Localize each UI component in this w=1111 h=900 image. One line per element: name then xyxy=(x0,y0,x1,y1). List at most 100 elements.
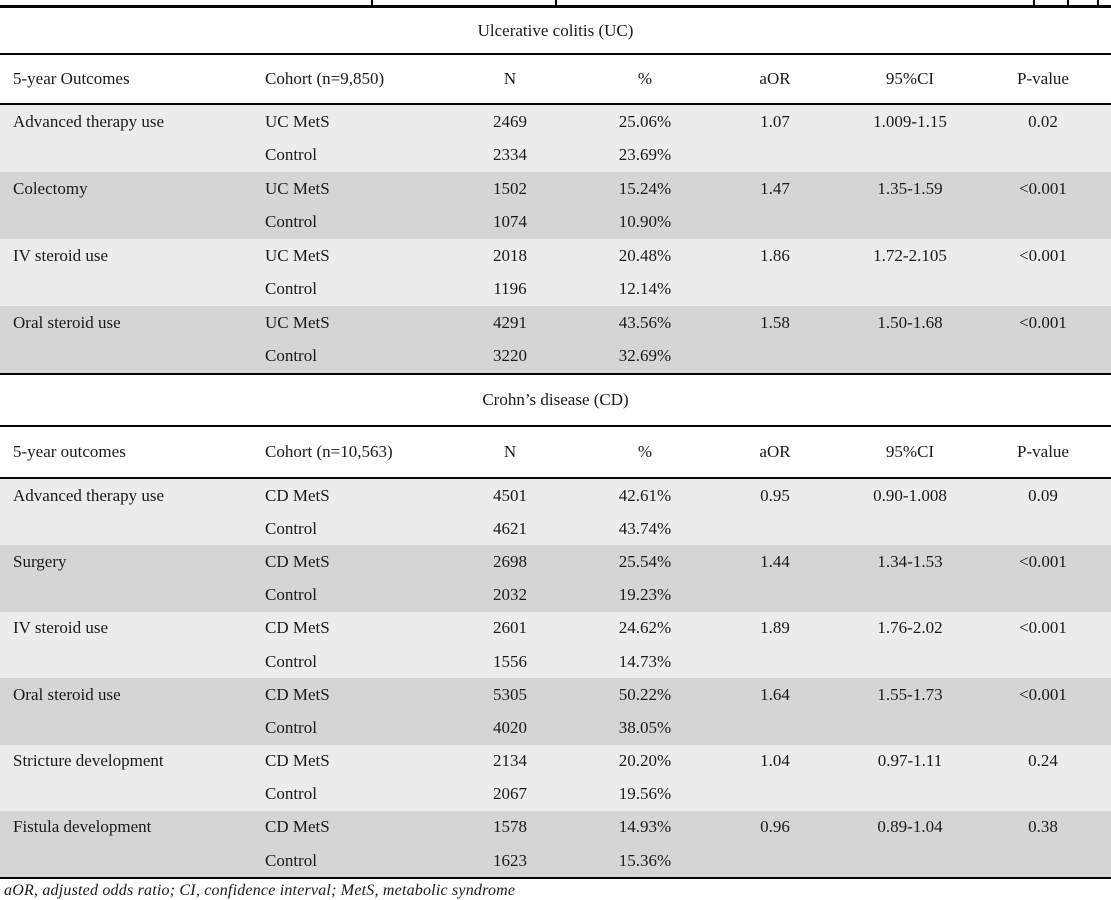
cohort-cell: Control xyxy=(250,205,435,239)
n-cell: 2018 xyxy=(435,239,585,273)
pvalue-cell xyxy=(975,138,1111,172)
column-header-row: 5-year outcomes Cohort (n=10,563) N% aOR 95%… xyxy=(0,426,1111,479)
ci-cell: 1.55-1.73 xyxy=(845,678,975,712)
cohort-cell: UC MetS xyxy=(250,172,435,206)
table-row: Control 2334 23.69% xyxy=(0,138,1111,172)
percent-cell: 32.69% xyxy=(585,339,705,375)
table-row: Control 3220 32.69% xyxy=(0,339,1111,375)
pvalue-cell xyxy=(975,512,1111,546)
cropped-text-remnant xyxy=(1067,0,1069,5)
n-cell: 1074 xyxy=(435,205,585,239)
pvalue-cell: 0.02 xyxy=(975,104,1111,139)
aor-cell: 0.95 xyxy=(705,478,845,513)
ci-cell: 1.50-1.68 xyxy=(845,306,975,340)
outcome-label xyxy=(0,512,250,546)
n-cell: 1196 xyxy=(435,272,585,306)
table-row: Control 4020 38.05% xyxy=(0,711,1111,745)
table-row: Fistula development CD MetS 1578 14.93% 0.96… xyxy=(0,810,1111,845)
cropped-text-remnant xyxy=(1033,0,1035,5)
n-cell: 1578 xyxy=(435,810,585,845)
outcome-label xyxy=(0,644,250,679)
cropped-caption-strip xyxy=(0,0,1111,8)
outcome-label xyxy=(0,844,250,880)
aor-cell xyxy=(705,138,845,172)
section-title: Ulcerative colitis (UC) xyxy=(0,8,1111,55)
percent-cell: 38.05% xyxy=(585,711,705,745)
percent-cell: 20.48% xyxy=(585,239,705,273)
section-uc: Ulcerative colitis (UC) 5-year Outcomes Co… xyxy=(0,8,1111,375)
pvalue-cell: <0.001 xyxy=(975,306,1111,340)
ci-cell: 1.76-2.02 xyxy=(845,611,975,645)
table-row: IV steroid use CD MetS 2601 24.62% 1.89 1.76-… xyxy=(0,611,1111,645)
pvalue-cell xyxy=(975,644,1111,679)
cohort-cell: CD MetS xyxy=(250,478,435,513)
section-cd: Crohn’s disease (CD) 5-year outcomes Cohor… xyxy=(0,373,1111,880)
column-header-0: 5-year Outcomes xyxy=(0,54,250,105)
pvalue-cell: <0.001 xyxy=(975,172,1111,206)
cohort-cell: Control xyxy=(250,711,435,745)
pvalue-cell: <0.001 xyxy=(975,545,1111,579)
aor-cell xyxy=(705,844,845,880)
column-header-row: 5-year Outcomes Cohort (n=9,850) N% aOR 95%C… xyxy=(0,54,1111,105)
column-header-4: aOR xyxy=(705,54,845,105)
ci-cell xyxy=(845,339,975,375)
outcome-label: Oral steroid use xyxy=(0,306,250,340)
outcome-label: Advanced therapy use xyxy=(0,478,250,513)
pvalue-cell xyxy=(975,339,1111,375)
percent-cell: 43.56% xyxy=(585,306,705,340)
table-row: Control 2067 19.56% xyxy=(0,777,1111,811)
outcome-label: Stricture development xyxy=(0,744,250,778)
table-row: Control 1196 12.14% xyxy=(0,272,1111,306)
n-cell: 2134 xyxy=(435,744,585,778)
table-row: Control 1074 10.90% xyxy=(0,205,1111,239)
section-title-row: Crohn’s disease (CD) xyxy=(0,373,1111,427)
column-header-4: aOR xyxy=(705,426,845,479)
aor-cell: 1.89 xyxy=(705,611,845,645)
cohort-cell: UC MetS xyxy=(250,104,435,139)
outcome-label xyxy=(0,777,250,811)
column-header-6: P-value xyxy=(975,54,1111,105)
table-row: Control 1556 14.73% xyxy=(0,644,1111,679)
column-header-5: 95%CI xyxy=(845,54,975,105)
percent-cell: 25.54% xyxy=(585,545,705,579)
aor-cell xyxy=(705,578,845,612)
table-row: Surgery CD MetS 2698 25.54% 1.44 1.34-1.53 <0.… xyxy=(0,545,1111,579)
n-cell: 4621 xyxy=(435,512,585,546)
outcome-label xyxy=(0,205,250,239)
pvalue-cell xyxy=(975,844,1111,880)
outcome-label xyxy=(0,339,250,375)
ci-cell xyxy=(845,777,975,811)
percent-cell: 12.14% xyxy=(585,272,705,306)
n-cell: 2698 xyxy=(435,545,585,579)
cohort-cell: CD MetS xyxy=(250,810,435,845)
outcome-label xyxy=(0,711,250,745)
percent-cell: 20.20% xyxy=(585,744,705,778)
pvalue-cell: <0.001 xyxy=(975,678,1111,712)
column-header-1: Cohort (n=9,850) xyxy=(250,54,435,105)
percent-cell: 14.73% xyxy=(585,644,705,679)
n-cell: 3220 xyxy=(435,339,585,375)
aor-cell: 1.04 xyxy=(705,744,845,778)
aor-cell: 1.47 xyxy=(705,172,845,206)
aor-cell: 1.07 xyxy=(705,104,845,139)
cohort-cell: Control xyxy=(250,138,435,172)
column-header-3: % xyxy=(585,426,705,479)
ci-cell xyxy=(845,138,975,172)
cohort-cell: CD MetS xyxy=(250,545,435,579)
percent-cell: 14.93% xyxy=(585,810,705,845)
cohort-cell: CD MetS xyxy=(250,744,435,778)
n-cell: 4020 xyxy=(435,711,585,745)
column-header-1: Cohort (n=10,563) xyxy=(250,426,435,479)
percent-cell: 15.36% xyxy=(585,844,705,880)
ci-cell xyxy=(845,711,975,745)
n-cell: 2469 xyxy=(435,104,585,139)
column-header-2: N xyxy=(435,54,585,105)
aor-cell xyxy=(705,272,845,306)
table-row: Stricture development CD MetS 2134 20.20% 1.… xyxy=(0,744,1111,778)
pvalue-cell: 0.24 xyxy=(975,744,1111,778)
n-cell: 1623 xyxy=(435,844,585,880)
pvalue-cell: 0.38 xyxy=(975,810,1111,845)
percent-cell: 25.06% xyxy=(585,104,705,139)
cohort-cell: Control xyxy=(250,644,435,679)
